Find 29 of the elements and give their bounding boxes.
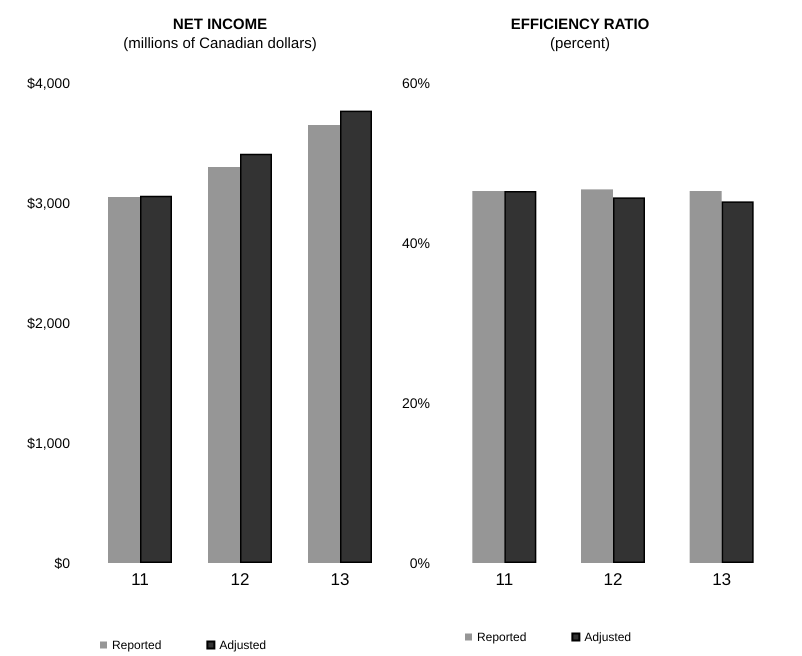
y-tick-label: 40%	[402, 235, 430, 251]
bar	[208, 167, 240, 563]
bar	[308, 125, 340, 563]
y-tick-label: $0	[54, 555, 70, 571]
y-tick-label: 20%	[402, 395, 430, 411]
x-tick-label: 12	[604, 570, 622, 589]
legend-label: Reported	[112, 638, 162, 652]
bar	[240, 154, 272, 563]
y-tick-label: $2,000	[27, 315, 70, 331]
bar	[140, 196, 172, 563]
bar	[108, 197, 140, 563]
bar	[340, 110, 372, 563]
chart-subtitle: (millions of Canadian dollars)	[123, 35, 317, 52]
legend-label: Adjusted	[584, 630, 632, 644]
chart-title: EFFICIENCY RATIO	[510, 16, 650, 33]
y-tick-label: 60%	[402, 75, 430, 91]
x-tick-label: 11	[131, 570, 149, 589]
y-tick-label: $4,000	[27, 75, 70, 91]
y-tick-label: $1,000	[27, 435, 70, 451]
chart-title: NET INCOME	[172, 16, 268, 33]
x-tick-label: 12	[230, 570, 250, 589]
x-tick-label: 13	[330, 570, 350, 589]
y-tick-label: $3,000	[27, 195, 70, 211]
legend-label: Reported	[477, 630, 526, 644]
x-tick-label: 13	[712, 570, 732, 589]
legend-label: Adjusted	[219, 638, 266, 652]
y-tick-label: 0%	[410, 555, 430, 571]
x-tick-label: 11	[496, 570, 514, 589]
chart-subtitle: (percent)	[550, 35, 610, 52]
